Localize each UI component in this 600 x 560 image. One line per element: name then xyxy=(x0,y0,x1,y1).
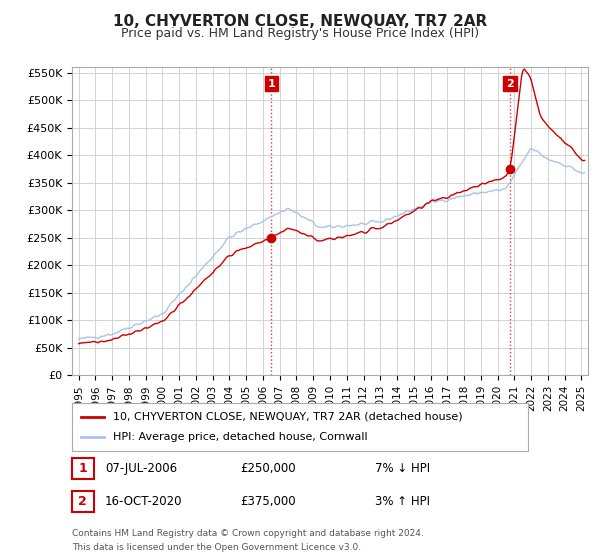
Text: 1: 1 xyxy=(79,461,87,475)
Text: Price paid vs. HM Land Registry's House Price Index (HPI): Price paid vs. HM Land Registry's House … xyxy=(121,27,479,40)
Text: 2: 2 xyxy=(506,79,514,88)
Text: £375,000: £375,000 xyxy=(240,495,296,508)
Text: HPI: Average price, detached house, Cornwall: HPI: Average price, detached house, Corn… xyxy=(113,432,368,442)
Text: 10, CHYVERTON CLOSE, NEWQUAY, TR7 2AR (detached house): 10, CHYVERTON CLOSE, NEWQUAY, TR7 2AR (d… xyxy=(113,412,463,422)
Text: 7% ↓ HPI: 7% ↓ HPI xyxy=(375,461,430,475)
Text: Contains HM Land Registry data © Crown copyright and database right 2024.: Contains HM Land Registry data © Crown c… xyxy=(72,529,424,538)
Text: 07-JUL-2006: 07-JUL-2006 xyxy=(105,461,177,475)
Text: 1: 1 xyxy=(268,79,275,88)
Text: 16-OCT-2020: 16-OCT-2020 xyxy=(105,495,182,508)
Text: 3% ↑ HPI: 3% ↑ HPI xyxy=(375,495,430,508)
Text: 2: 2 xyxy=(79,495,87,508)
Text: 10, CHYVERTON CLOSE, NEWQUAY, TR7 2AR: 10, CHYVERTON CLOSE, NEWQUAY, TR7 2AR xyxy=(113,14,487,29)
Text: £250,000: £250,000 xyxy=(240,461,296,475)
Text: This data is licensed under the Open Government Licence v3.0.: This data is licensed under the Open Gov… xyxy=(72,543,361,552)
